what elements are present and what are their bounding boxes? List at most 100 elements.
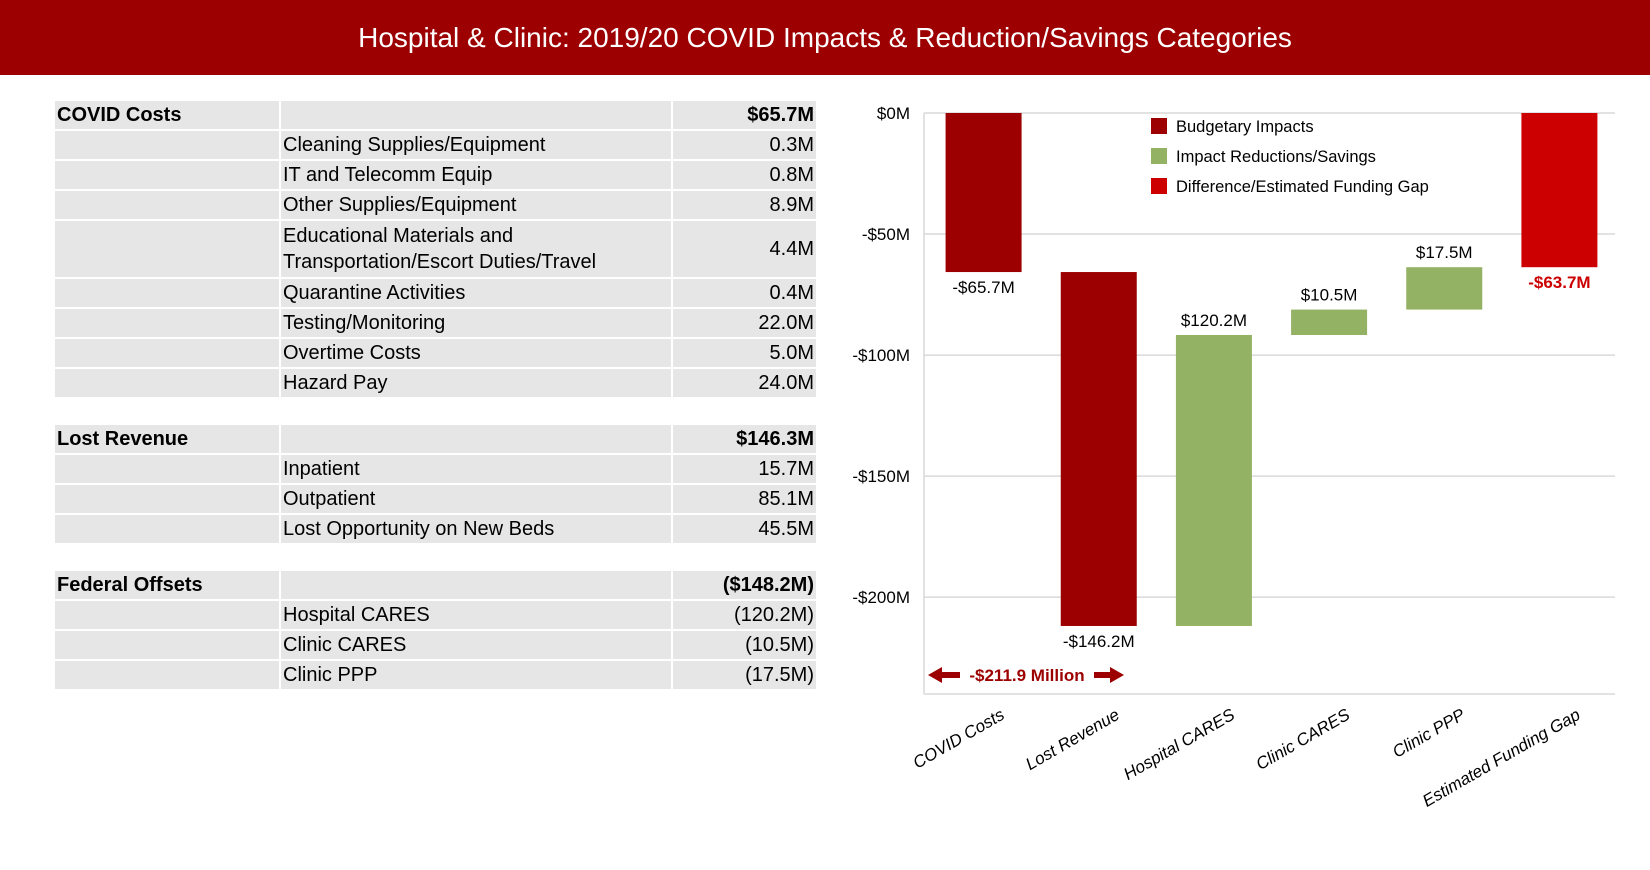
legend-label: Impact Reductions/Savings	[1176, 148, 1376, 166]
bar	[1175, 334, 1252, 626]
x-tick-label: Clinic CARES	[1253, 705, 1354, 774]
bar	[945, 113, 1022, 273]
row-label: Clinic CARES	[281, 631, 671, 659]
empty-cell	[281, 425, 671, 453]
row-label: Lost Opportunity on New Beds	[281, 515, 671, 543]
y-tick-label: -$100M	[852, 346, 910, 365]
table-row: Outpatient 85.1M	[55, 485, 816, 513]
bar	[1406, 267, 1483, 310]
row-value: 45.5M	[673, 515, 816, 543]
table-row: Educational Materials and Transportation…	[55, 221, 816, 277]
row-value: 5.0M	[673, 339, 816, 367]
empty-cell	[55, 279, 279, 307]
empty-cell	[55, 369, 279, 397]
row-label: Cleaning Supplies/Equipment	[281, 131, 671, 159]
bar	[1060, 272, 1137, 626]
row-label: Educational Materials and Transportation…	[281, 221, 671, 277]
data-label: -$65.7M	[952, 278, 1014, 297]
section-total: $65.7M	[673, 101, 816, 129]
row-value: 85.1M	[673, 485, 816, 513]
row-label: Outpatient	[281, 485, 671, 513]
legend-label: Difference/Estimated Funding Gap	[1176, 178, 1429, 196]
section-label: Federal Offsets	[55, 571, 279, 599]
row-label: Hospital CARES	[281, 601, 671, 629]
legend-swatch	[1151, 148, 1167, 164]
empty-cell	[55, 339, 279, 367]
row-value: 22.0M	[673, 309, 816, 337]
bar	[1521, 113, 1598, 268]
table-row: Inpatient 15.7M	[55, 455, 816, 483]
x-tick-label: Clinic PPP	[1389, 705, 1469, 762]
empty-cell	[55, 191, 279, 219]
legend-label: Budgetary Impacts	[1176, 118, 1314, 136]
empty-cell	[55, 631, 279, 659]
row-value: 4.4M	[673, 221, 816, 277]
empty-cell	[281, 101, 671, 129]
row-label: Overtime Costs	[281, 339, 671, 367]
row-label: Testing/Monitoring	[281, 309, 671, 337]
x-tick-label: Lost Revenue	[1022, 705, 1122, 774]
legend-swatch	[1151, 178, 1167, 194]
row-label: Inpatient	[281, 455, 671, 483]
data-label: -$146.2M	[1063, 632, 1135, 651]
page-title: Hospital & Clinic: 2019/20 COVID Impacts…	[0, 0, 1650, 75]
row-value: 24.0M	[673, 369, 816, 397]
y-tick-label: -$150M	[852, 467, 910, 486]
y-tick-label: -$50M	[862, 225, 910, 244]
legend-swatch	[1151, 118, 1167, 134]
table-row: Cleaning Supplies/Equipment 0.3M	[55, 131, 816, 159]
row-value: 0.3M	[673, 131, 816, 159]
y-tick-label: -$200M	[852, 588, 910, 607]
row-label: Clinic PPP	[281, 661, 671, 689]
row-value: 15.7M	[673, 455, 816, 483]
row-label: Other Supplies/Equipment	[281, 191, 671, 219]
data-label: $10.5M	[1301, 286, 1358, 305]
row-value: 0.4M	[673, 279, 816, 307]
section-header-row: COVID Costs $65.7M	[55, 101, 816, 129]
row-label: Hazard Pay	[281, 369, 671, 397]
empty-cell	[55, 455, 279, 483]
section-header-row: Federal Offsets ($148.2M)	[55, 571, 816, 599]
total-annotation: -$211.9 Million	[969, 666, 1084, 685]
empty-cell	[55, 131, 279, 159]
empty-cell	[55, 309, 279, 337]
section-header-row: Lost Revenue $146.3M	[55, 425, 816, 453]
section-total: ($148.2M)	[673, 571, 816, 599]
data-label: $120.2M	[1181, 311, 1247, 330]
table-row: Clinic CARES (10.5M)	[55, 631, 816, 659]
empty-cell	[55, 515, 279, 543]
table-row: Hazard Pay 24.0M	[55, 369, 816, 397]
row-value: 8.9M	[673, 191, 816, 219]
section-label: Lost Revenue	[55, 425, 279, 453]
row-label: Quarantine Activities	[281, 279, 671, 307]
row-value: 0.8M	[673, 161, 816, 189]
row-value: (17.5M)	[673, 661, 816, 689]
row-label: IT and Telecomm Equip	[281, 161, 671, 189]
x-tick-label: Hospital CARES	[1120, 705, 1238, 784]
table-row: Lost Opportunity on New Beds 45.5M	[55, 515, 816, 543]
table-row: Other Supplies/Equipment 8.9M	[55, 191, 816, 219]
cost-table: COVID Costs $65.7M Cleaning Supplies/Equip…	[55, 101, 816, 717]
table-section: Lost Revenue $146.3M Inpatient 15.7M Outpati…	[55, 425, 816, 543]
table-row: Testing/Monitoring 22.0M	[55, 309, 816, 337]
table-row: Overtime Costs 5.0M	[55, 339, 816, 367]
row-value: (10.5M)	[673, 631, 816, 659]
table-section: Federal Offsets ($148.2M) Hospital CARES (1…	[55, 571, 816, 689]
arrow-right-icon	[1094, 667, 1124, 683]
table-row: IT and Telecomm Equip 0.8M	[55, 161, 816, 189]
data-label: $17.5M	[1416, 243, 1473, 262]
arrow-left-icon	[928, 667, 960, 683]
row-value: (120.2M)	[673, 601, 816, 629]
empty-cell	[55, 221, 279, 277]
y-tick-label: $0M	[877, 104, 910, 123]
section-total: $146.3M	[673, 425, 816, 453]
empty-cell	[281, 571, 671, 599]
data-label: -$63.7M	[1528, 273, 1590, 292]
table-row: Quarantine Activities 0.4M	[55, 279, 816, 307]
table-row: Clinic PPP (17.5M)	[55, 661, 816, 689]
empty-cell	[55, 661, 279, 689]
empty-cell	[55, 601, 279, 629]
bar	[1291, 309, 1368, 335]
x-tick-label: COVID Costs	[910, 705, 1008, 773]
